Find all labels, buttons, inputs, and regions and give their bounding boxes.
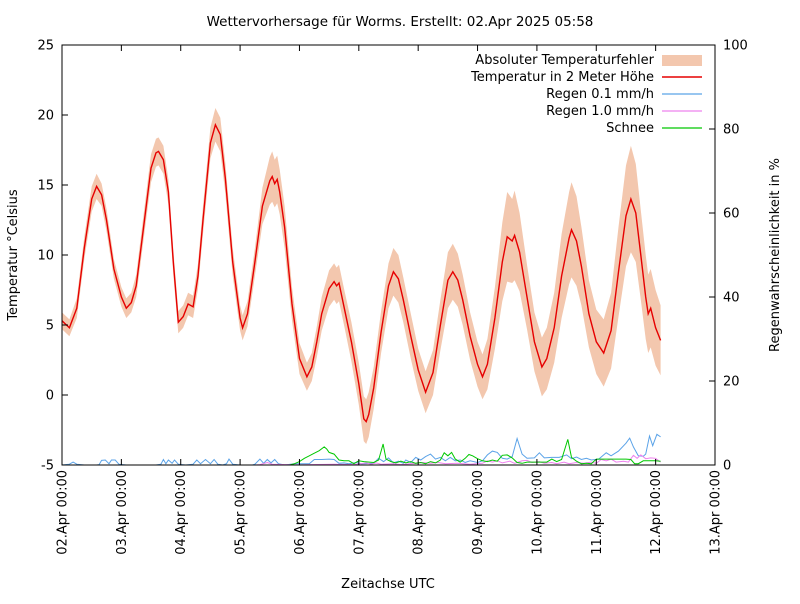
x-axis-label: Zeitachse UTC — [341, 577, 435, 592]
legend-label-rain10: Regen 1.0 mm/h — [546, 104, 654, 119]
y-right-tick-label: 60 — [723, 207, 740, 222]
y-left-tick-label: 5 — [46, 319, 54, 334]
axis-ticks — [61, 44, 716, 466]
x-tick-label: 11.Apr 00:00 — [590, 470, 605, 555]
snow-line — [62, 439, 661, 465]
legend-swatch-temp-error — [662, 55, 702, 66]
x-tick-label: 03.Apr 00:00 — [115, 470, 130, 555]
y-left-tick-label: -5 — [41, 459, 54, 474]
x-tick-label: 04.Apr 00:00 — [174, 470, 189, 555]
legend-label-temp-error: Absoluter Temperaturfehler — [475, 53, 654, 68]
x-tick-label: 02.Apr 00:00 — [56, 470, 71, 555]
legend: Absoluter Temperaturfehler Temperatur in… — [470, 53, 702, 136]
series-layer — [62, 108, 662, 465]
y-right-tick-label: 0 — [723, 459, 731, 474]
chart-title: Wettervorhersage für Worms. Erstellt: 02… — [207, 14, 594, 30]
y-left-tick-label: 10 — [37, 249, 54, 264]
x-tick-label: 09.Apr 00:00 — [471, 470, 486, 555]
x-tick-label: 06.Apr 00:00 — [293, 470, 308, 555]
x-tick-label: 13.Apr 00:00 — [709, 470, 724, 555]
x-tick-label: 12.Apr 00:00 — [649, 470, 664, 555]
y-left-tick-label: 0 — [46, 389, 54, 404]
x-tick-label: 07.Apr 00:00 — [352, 470, 367, 555]
y-left-tick-label: 20 — [37, 109, 54, 124]
y-right-tick-label: 100 — [723, 39, 748, 54]
y-axis-label-right: Regenwahrscheinlichkeit in % — [768, 158, 783, 352]
y-left-tick-label: 25 — [37, 39, 54, 54]
x-tick-label: 10.Apr 00:00 — [530, 470, 545, 555]
y-axis-label-left: Temperatur °Celsius — [6, 189, 21, 322]
rain-01-line — [62, 433, 661, 465]
rain-10-line — [62, 454, 661, 465]
y-right-tick-label: 20 — [723, 375, 740, 390]
y-right-tick-label: 40 — [723, 291, 740, 306]
axis-tick-labels: 02.Apr 00:00 03.Apr 00:00 04.Apr 00:00 05.A… — [37, 39, 747, 555]
legend-label-temperature: Temperatur in 2 Meter Höhe — [470, 70, 654, 85]
x-tick-label: 08.Apr 00:00 — [412, 470, 427, 555]
legend-label-snow: Schnee — [606, 121, 654, 136]
y-right-tick-label: 80 — [723, 123, 740, 138]
temperature-error-band — [62, 108, 661, 444]
temperature-line — [62, 122, 662, 423]
legend-label-rain01: Regen 0.1 mm/h — [546, 87, 654, 102]
x-tick-label: 05.Apr 00:00 — [234, 470, 249, 555]
y-left-tick-label: 15 — [37, 179, 54, 194]
